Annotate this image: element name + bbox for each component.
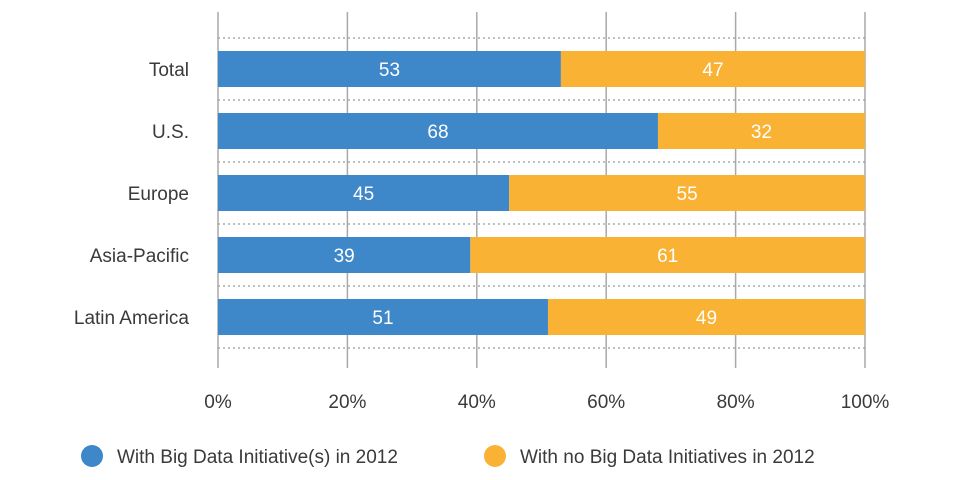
- bar-segment-no-initiative: [657, 113, 865, 149]
- bar-value-label: 61: [657, 246, 678, 267]
- category-label: U.S.: [152, 122, 189, 143]
- x-tick-label: 20%: [328, 392, 366, 413]
- legend: With Big Data Initiative(s) in 2012 With …: [81, 445, 815, 468]
- legend-swatch-no-initiative: [484, 445, 506, 467]
- category-label: Latin America: [74, 308, 190, 329]
- bar-value-label: 45: [353, 184, 374, 205]
- x-tick-label: 60%: [587, 392, 625, 413]
- bar-value-label: 68: [427, 122, 448, 143]
- bar-segment-no-initiative: [547, 299, 865, 335]
- bar-value-label: 49: [696, 308, 717, 329]
- legend-swatch-with-initiative: [81, 445, 103, 467]
- bar-value-label: 47: [702, 60, 723, 81]
- legend-label: With no Big Data Initiatives in 2012: [520, 447, 815, 468]
- bar-segment-no-initiative: [470, 237, 865, 273]
- category-label: Europe: [128, 184, 189, 205]
- bar-value-label: 55: [677, 184, 698, 205]
- bar-segment-with-initiative: [218, 299, 548, 335]
- category-label: Total: [149, 60, 189, 81]
- legend-label: With Big Data Initiative(s) in 2012: [117, 447, 398, 468]
- category-label: Asia-Pacific: [90, 246, 189, 267]
- x-tick-label: 100%: [841, 392, 890, 413]
- bar-segment-no-initiative: [560, 51, 865, 87]
- bar-segment-no-initiative: [509, 175, 865, 211]
- x-tick-label: 80%: [717, 392, 755, 413]
- bar-segment-with-initiative: [218, 113, 658, 149]
- bar-segment-with-initiative: [218, 51, 561, 87]
- bar-segment-with-initiative: [218, 237, 471, 273]
- x-tick-label: 0%: [204, 392, 232, 413]
- bars-layer: [218, 51, 865, 335]
- labels-layer: 0% 20% 40% 60% 80% 100% 53 47 Total 68 32 U.S. 45 55 E…: [74, 60, 890, 413]
- bar-segment-with-initiative: [218, 175, 510, 211]
- bar-value-label: 39: [334, 246, 355, 267]
- bar-value-label: 53: [379, 60, 400, 81]
- x-tick-label: 40%: [458, 392, 496, 413]
- bar-value-label: 32: [751, 122, 772, 143]
- bar-value-label: 51: [372, 308, 393, 329]
